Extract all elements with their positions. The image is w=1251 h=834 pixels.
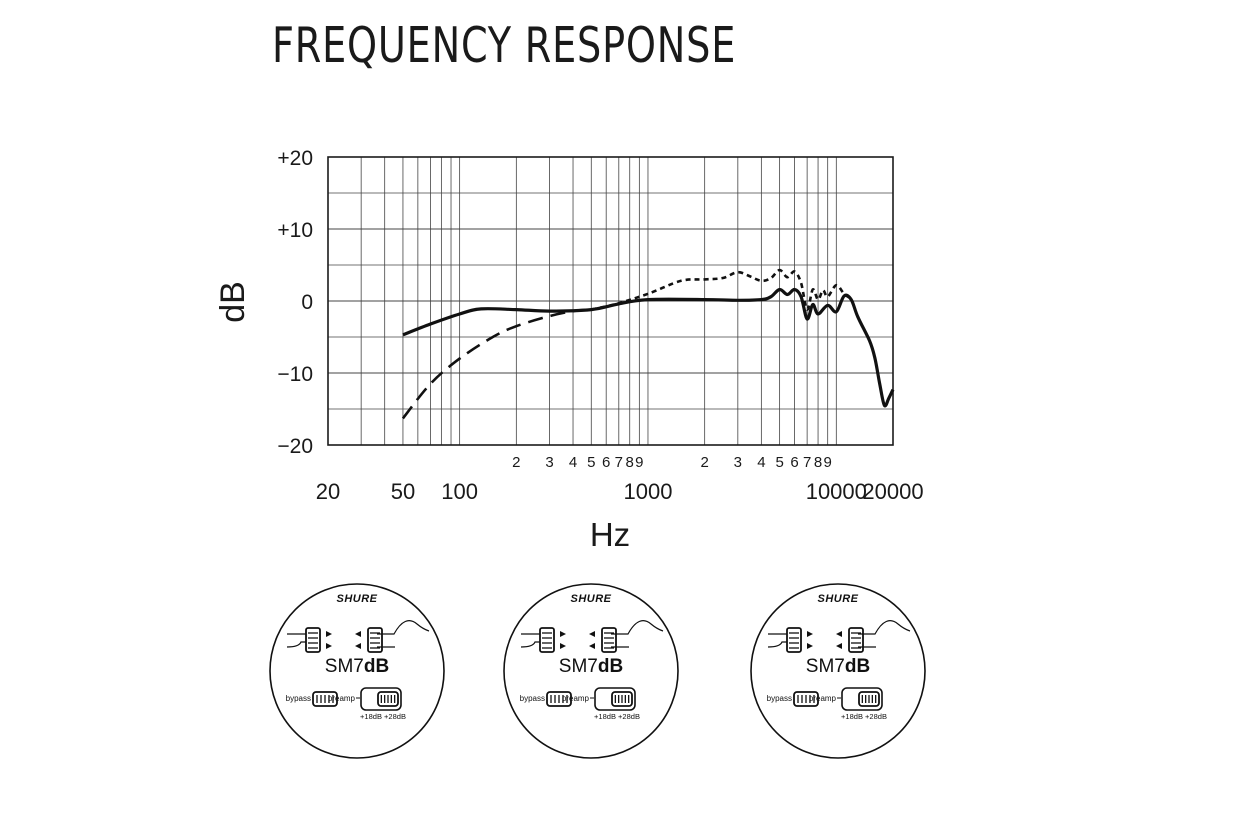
series-line-solid: [402, 287, 895, 408]
presence-boost-curve: [611, 620, 664, 635]
x-tick-label-minor: 7: [803, 454, 811, 471]
x-tick-label-major: 1000: [623, 479, 672, 504]
x-tick-label-minor: 5: [587, 454, 595, 471]
x-tick-label-minor: 9: [824, 454, 832, 471]
presence-arrows-icon: [589, 631, 595, 649]
presence-switch: [601, 627, 617, 653]
bypass-switch: [312, 691, 338, 707]
x-tick-label-minor: 7: [615, 454, 623, 471]
preamp-gain-switch: [611, 691, 633, 707]
x-tick-label-minor: 4: [757, 454, 765, 471]
y-tick-label: −20: [277, 435, 313, 458]
x-tick-label-minor: 6: [790, 454, 798, 471]
x-tick-label-minor: 4: [569, 454, 577, 471]
bypass-label: bypass: [286, 694, 311, 703]
bass-rolloff-curve-cut: [286, 641, 311, 648]
gain-low-label: +18dB: [594, 712, 616, 721]
presence-boost-curve: [858, 620, 911, 635]
brand-logo: SHURE: [570, 593, 611, 605]
page-title: FREQUENCY RESPONSE: [272, 17, 737, 74]
gain-high-label: +28dB: [865, 712, 887, 721]
presence-arrows-icon: [355, 631, 361, 649]
brand-logo: SHURE: [336, 593, 377, 605]
series-layer: [401, 268, 895, 420]
x-tick-label-major: 20000: [862, 479, 923, 504]
bass-arrows-icon: [326, 631, 332, 649]
series-line-dashed: [401, 308, 592, 420]
bypass-switch: [793, 691, 819, 707]
bass-switch: [786, 627, 802, 653]
switch-dial: SHURE SM7dB bypass preamp: [750, 583, 926, 759]
x-tick-label-minor: 8: [626, 454, 634, 471]
gain-low-label: +18dB: [841, 712, 863, 721]
x-axis-label: Hz: [590, 516, 630, 553]
x-tick-label-minor: 5: [775, 454, 783, 471]
gain-high-label: +28dB: [618, 712, 640, 721]
preamp-label: preamp: [809, 694, 837, 703]
preamp-gain-switch: [858, 691, 880, 707]
bypass-label: bypass: [767, 694, 792, 703]
bass-rolloff-curve-cut: [520, 641, 545, 648]
y-tick-label: −10: [277, 363, 313, 386]
bypass-label: bypass: [520, 694, 545, 703]
x-tick-label-minor: 6: [602, 454, 610, 471]
y-tick-label: +10: [277, 219, 313, 242]
bass-arrows-icon: [807, 631, 813, 649]
x-tick-label-minor: 2: [512, 454, 520, 471]
y-tick-label: +20: [277, 147, 313, 170]
switch-dial: SHURE SM7dB bypass preamp: [503, 583, 679, 759]
model-name: SM7dB: [559, 656, 623, 677]
model-name: SM7dB: [325, 656, 389, 677]
x-tick-label-minor: 3: [734, 454, 742, 471]
bass-switch: [539, 627, 555, 653]
x-tick-label-major: 20: [316, 479, 340, 504]
x-tick-label-major: 100: [441, 479, 478, 504]
presence-switch: [367, 627, 383, 653]
preamp-gain-switch: [377, 691, 399, 707]
presence-arrows-icon: [836, 631, 842, 649]
bass-rolloff-curve-cut: [767, 641, 792, 648]
y-tick-labels: +20 +10 0 −10 −20: [277, 147, 313, 458]
x-tick-label-minor: 8: [814, 454, 822, 471]
y-axis-label: dB: [214, 281, 252, 323]
gain-low-label: +18dB: [360, 712, 382, 721]
x-tick-label-major: 50: [391, 479, 415, 504]
y-tick-label: 0: [301, 291, 313, 314]
brand-logo: SHURE: [817, 593, 858, 605]
model-name: SM7dB: [806, 656, 870, 677]
x-tick-label-major: 10000: [806, 479, 867, 504]
preamp-label: preamp: [562, 694, 590, 703]
bass-switch: [305, 627, 321, 653]
gain-high-label: +28dB: [384, 712, 406, 721]
x-tick-label-minor: 2: [700, 454, 708, 471]
switch-dial: SHURE SM7dB bypass preamp: [269, 583, 445, 759]
x-tick-label-minor: 3: [545, 454, 553, 471]
chart-grid: [328, 157, 893, 445]
series-line-dotted: [591, 268, 852, 311]
bypass-switch: [546, 691, 572, 707]
bass-arrows-icon: [560, 631, 566, 649]
presence-switch: [848, 627, 864, 653]
presence-boost-curve: [377, 620, 430, 635]
preamp-label: preamp: [328, 694, 356, 703]
plot-frame: [327, 156, 894, 446]
x-tick-label-minor: 9: [635, 454, 643, 471]
